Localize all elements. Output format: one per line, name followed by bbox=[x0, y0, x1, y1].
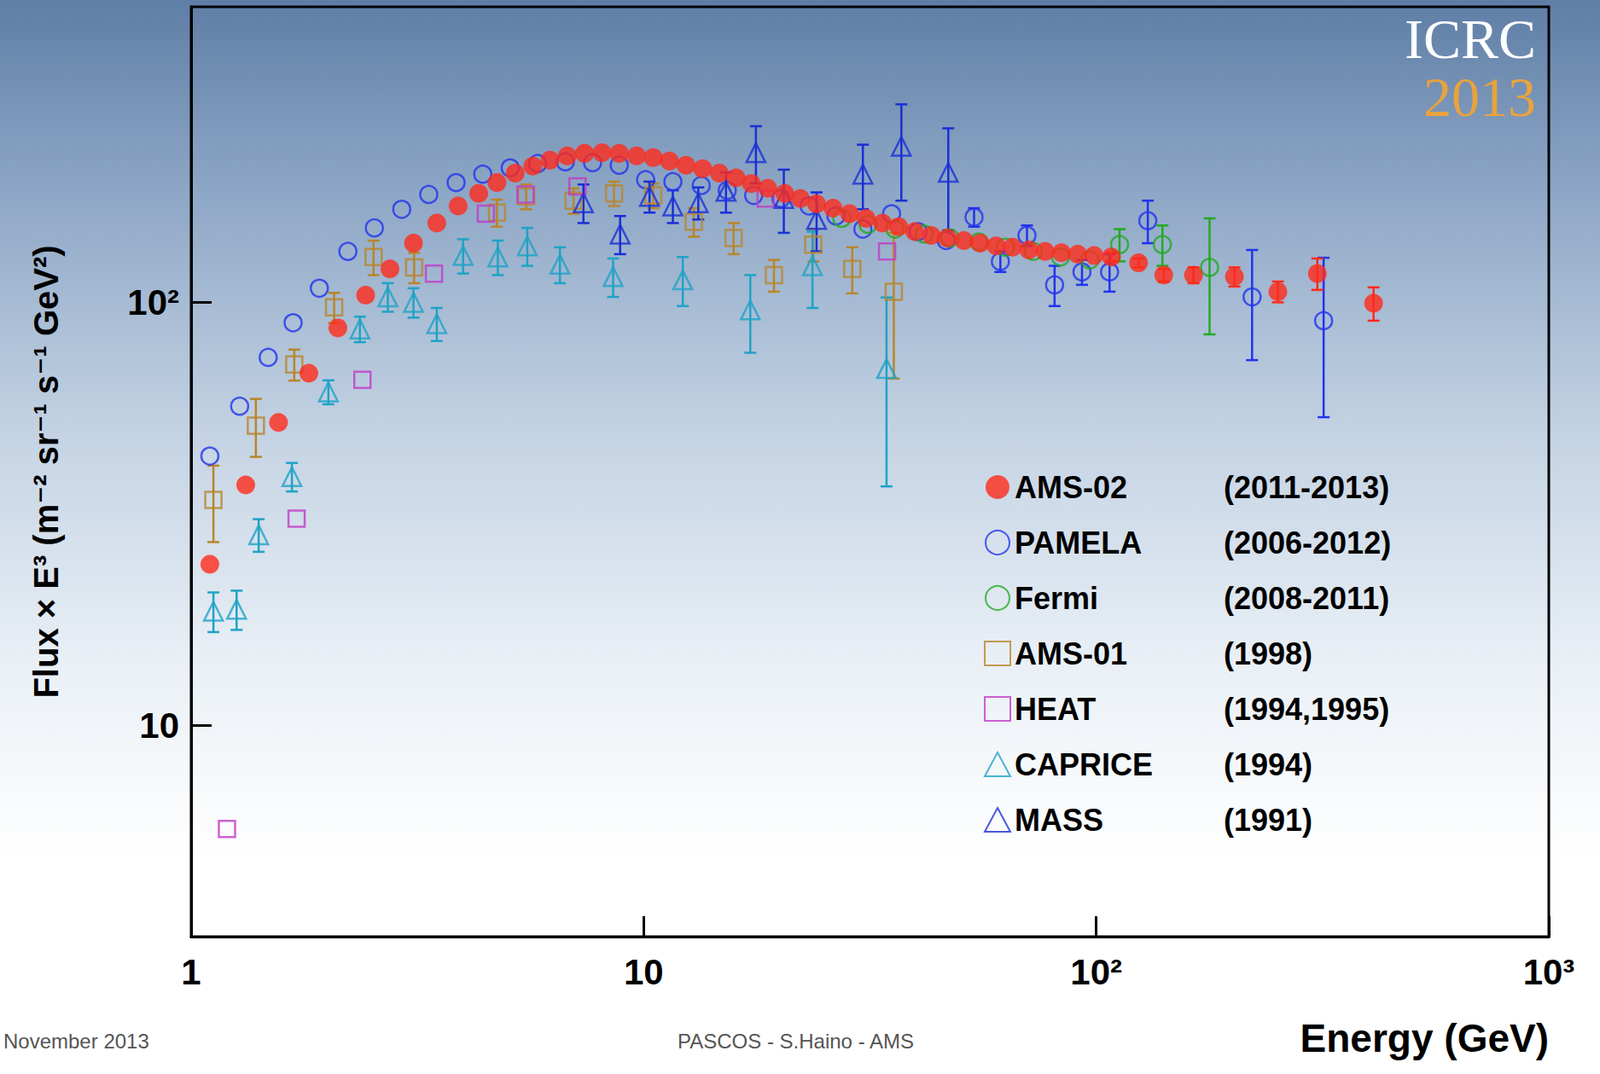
svg-text:(1994): (1994) bbox=[1223, 747, 1313, 783]
svg-text:Flux × E³ (m⁻² sr⁻¹ s⁻¹ GeV²): Flux × E³ (m⁻² sr⁻¹ s⁻¹ GeV²) bbox=[27, 244, 65, 699]
svg-text:1: 1 bbox=[180, 952, 201, 993]
svg-text:HEAT: HEAT bbox=[1014, 692, 1096, 728]
svg-text:(2008-2011): (2008-2011) bbox=[1223, 581, 1390, 617]
svg-text:(2011-2013): (2011-2013) bbox=[1223, 470, 1390, 506]
svg-text:AMS-01: AMS-01 bbox=[1014, 636, 1128, 672]
svg-text:Fermi: Fermi bbox=[1014, 581, 1099, 617]
svg-text:Energy (GeV): Energy (GeV) bbox=[1300, 1016, 1549, 1061]
svg-text:(2006-2012): (2006-2012) bbox=[1223, 525, 1391, 561]
svg-text:2013: 2013 bbox=[1423, 65, 1536, 128]
svg-text:PAMELA: PAMELA bbox=[1014, 525, 1142, 561]
svg-text:PASCOS - S.Haino - AMS: PASCOS - S.Haino - AMS bbox=[677, 1029, 914, 1054]
svg-text:10²: 10² bbox=[1070, 952, 1123, 993]
svg-text:MASS: MASS bbox=[1014, 802, 1104, 838]
svg-text:(1994,1995): (1994,1995) bbox=[1223, 692, 1390, 728]
svg-text:10³: 10³ bbox=[1523, 952, 1576, 993]
svg-text:10: 10 bbox=[623, 952, 664, 993]
svg-text:ICRC: ICRC bbox=[1404, 7, 1536, 70]
svg-text:10: 10 bbox=[139, 705, 180, 746]
svg-text:AMS-02: AMS-02 bbox=[1014, 470, 1128, 506]
svg-text:November 2013: November 2013 bbox=[3, 1029, 150, 1054]
svg-text:(1991): (1991) bbox=[1223, 802, 1313, 838]
svg-text:10²: 10² bbox=[127, 282, 180, 323]
svg-text:CAPRICE: CAPRICE bbox=[1014, 747, 1153, 783]
svg-text:(1998): (1998) bbox=[1223, 636, 1313, 672]
